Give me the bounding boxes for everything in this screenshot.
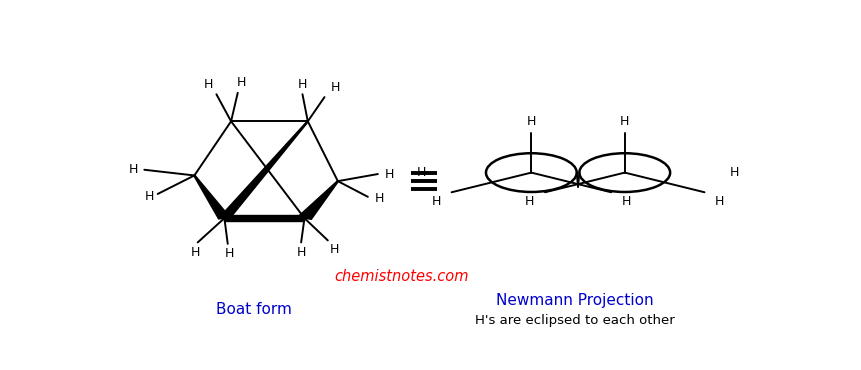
Text: H: H (128, 163, 138, 176)
Text: H: H (417, 166, 426, 179)
Text: H: H (715, 195, 724, 208)
Text: Boat form: Boat form (216, 302, 293, 317)
Text: H: H (375, 192, 384, 205)
Text: H's are eclipsed to each other: H's are eclipsed to each other (475, 314, 674, 327)
Text: H: H (145, 190, 154, 204)
Text: H: H (620, 115, 629, 128)
Polygon shape (298, 181, 338, 219)
Text: H: H (296, 246, 306, 259)
Text: H: H (204, 78, 213, 91)
Polygon shape (220, 121, 308, 219)
Text: H: H (237, 77, 245, 90)
Text: H: H (330, 243, 339, 256)
Text: H: H (298, 78, 307, 91)
Polygon shape (225, 215, 305, 221)
Text: H: H (191, 246, 201, 259)
Text: chemistnotes.com: chemistnotes.com (334, 269, 468, 284)
Text: H: H (385, 168, 394, 181)
Circle shape (486, 153, 577, 192)
Text: H: H (730, 166, 740, 179)
Text: H: H (331, 81, 341, 94)
Text: H: H (525, 195, 535, 208)
Polygon shape (194, 175, 230, 219)
Text: H: H (527, 115, 536, 128)
Circle shape (579, 153, 670, 192)
Text: H: H (225, 247, 234, 260)
Text: Newmann Projection: Newmann Projection (496, 293, 653, 308)
Text: H: H (622, 195, 631, 208)
Text: H: H (432, 195, 441, 208)
